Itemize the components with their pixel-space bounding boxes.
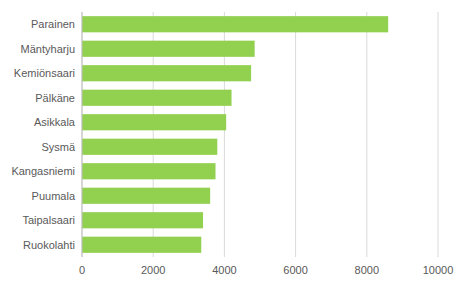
tick-labels: 0 2000 4000 6000 8000 10000 xyxy=(79,264,453,276)
category-label: Kangasniemi xyxy=(11,165,75,177)
tick-label: 2000 xyxy=(141,264,165,276)
grid xyxy=(82,12,438,257)
grid-line xyxy=(438,12,439,257)
bar xyxy=(82,114,226,130)
category-label: Pälkäne xyxy=(35,92,75,104)
category-axis xyxy=(82,12,83,257)
grid-line xyxy=(295,12,296,257)
category-label: Asikkala xyxy=(34,116,76,128)
category-labels: Parainen Mäntyharju Kemiönsaari Pälkäne Asik… xyxy=(11,18,75,251)
category-label: Parainen xyxy=(31,18,75,30)
tick-label: 6000 xyxy=(283,264,307,276)
bar xyxy=(82,188,210,204)
page: {"chart_data": {"type": "bar", "orientat… xyxy=(0,0,469,288)
category-label: Taipalsaari xyxy=(22,214,75,226)
bar xyxy=(82,212,203,228)
grid-line xyxy=(366,12,367,257)
chart-svg: 0 2000 4000 6000 8000 10000 Parainen Mäntyharju… xyxy=(0,0,469,288)
chart-container: 0 2000 4000 6000 8000 10000 Parainen Mäntyharju… xyxy=(0,0,469,288)
tick-label: 0 xyxy=(79,264,85,276)
bar xyxy=(82,41,255,57)
bars xyxy=(82,16,388,253)
tick-label: 10000 xyxy=(423,264,454,276)
category-label: Mäntyharju xyxy=(21,43,75,55)
bar xyxy=(82,16,388,32)
bar xyxy=(82,163,216,179)
category-label: Sysmä xyxy=(41,141,76,153)
grid-line xyxy=(82,12,83,257)
category-label: Puumala xyxy=(32,190,76,202)
bar xyxy=(82,90,232,106)
tick-label: 8000 xyxy=(355,264,379,276)
category-label: Ruokolahti xyxy=(23,239,75,251)
bar xyxy=(82,139,217,155)
category-label: Kemiönsaari xyxy=(14,67,75,79)
tick-label: 4000 xyxy=(212,264,236,276)
bar xyxy=(82,65,251,81)
bar xyxy=(82,237,201,253)
